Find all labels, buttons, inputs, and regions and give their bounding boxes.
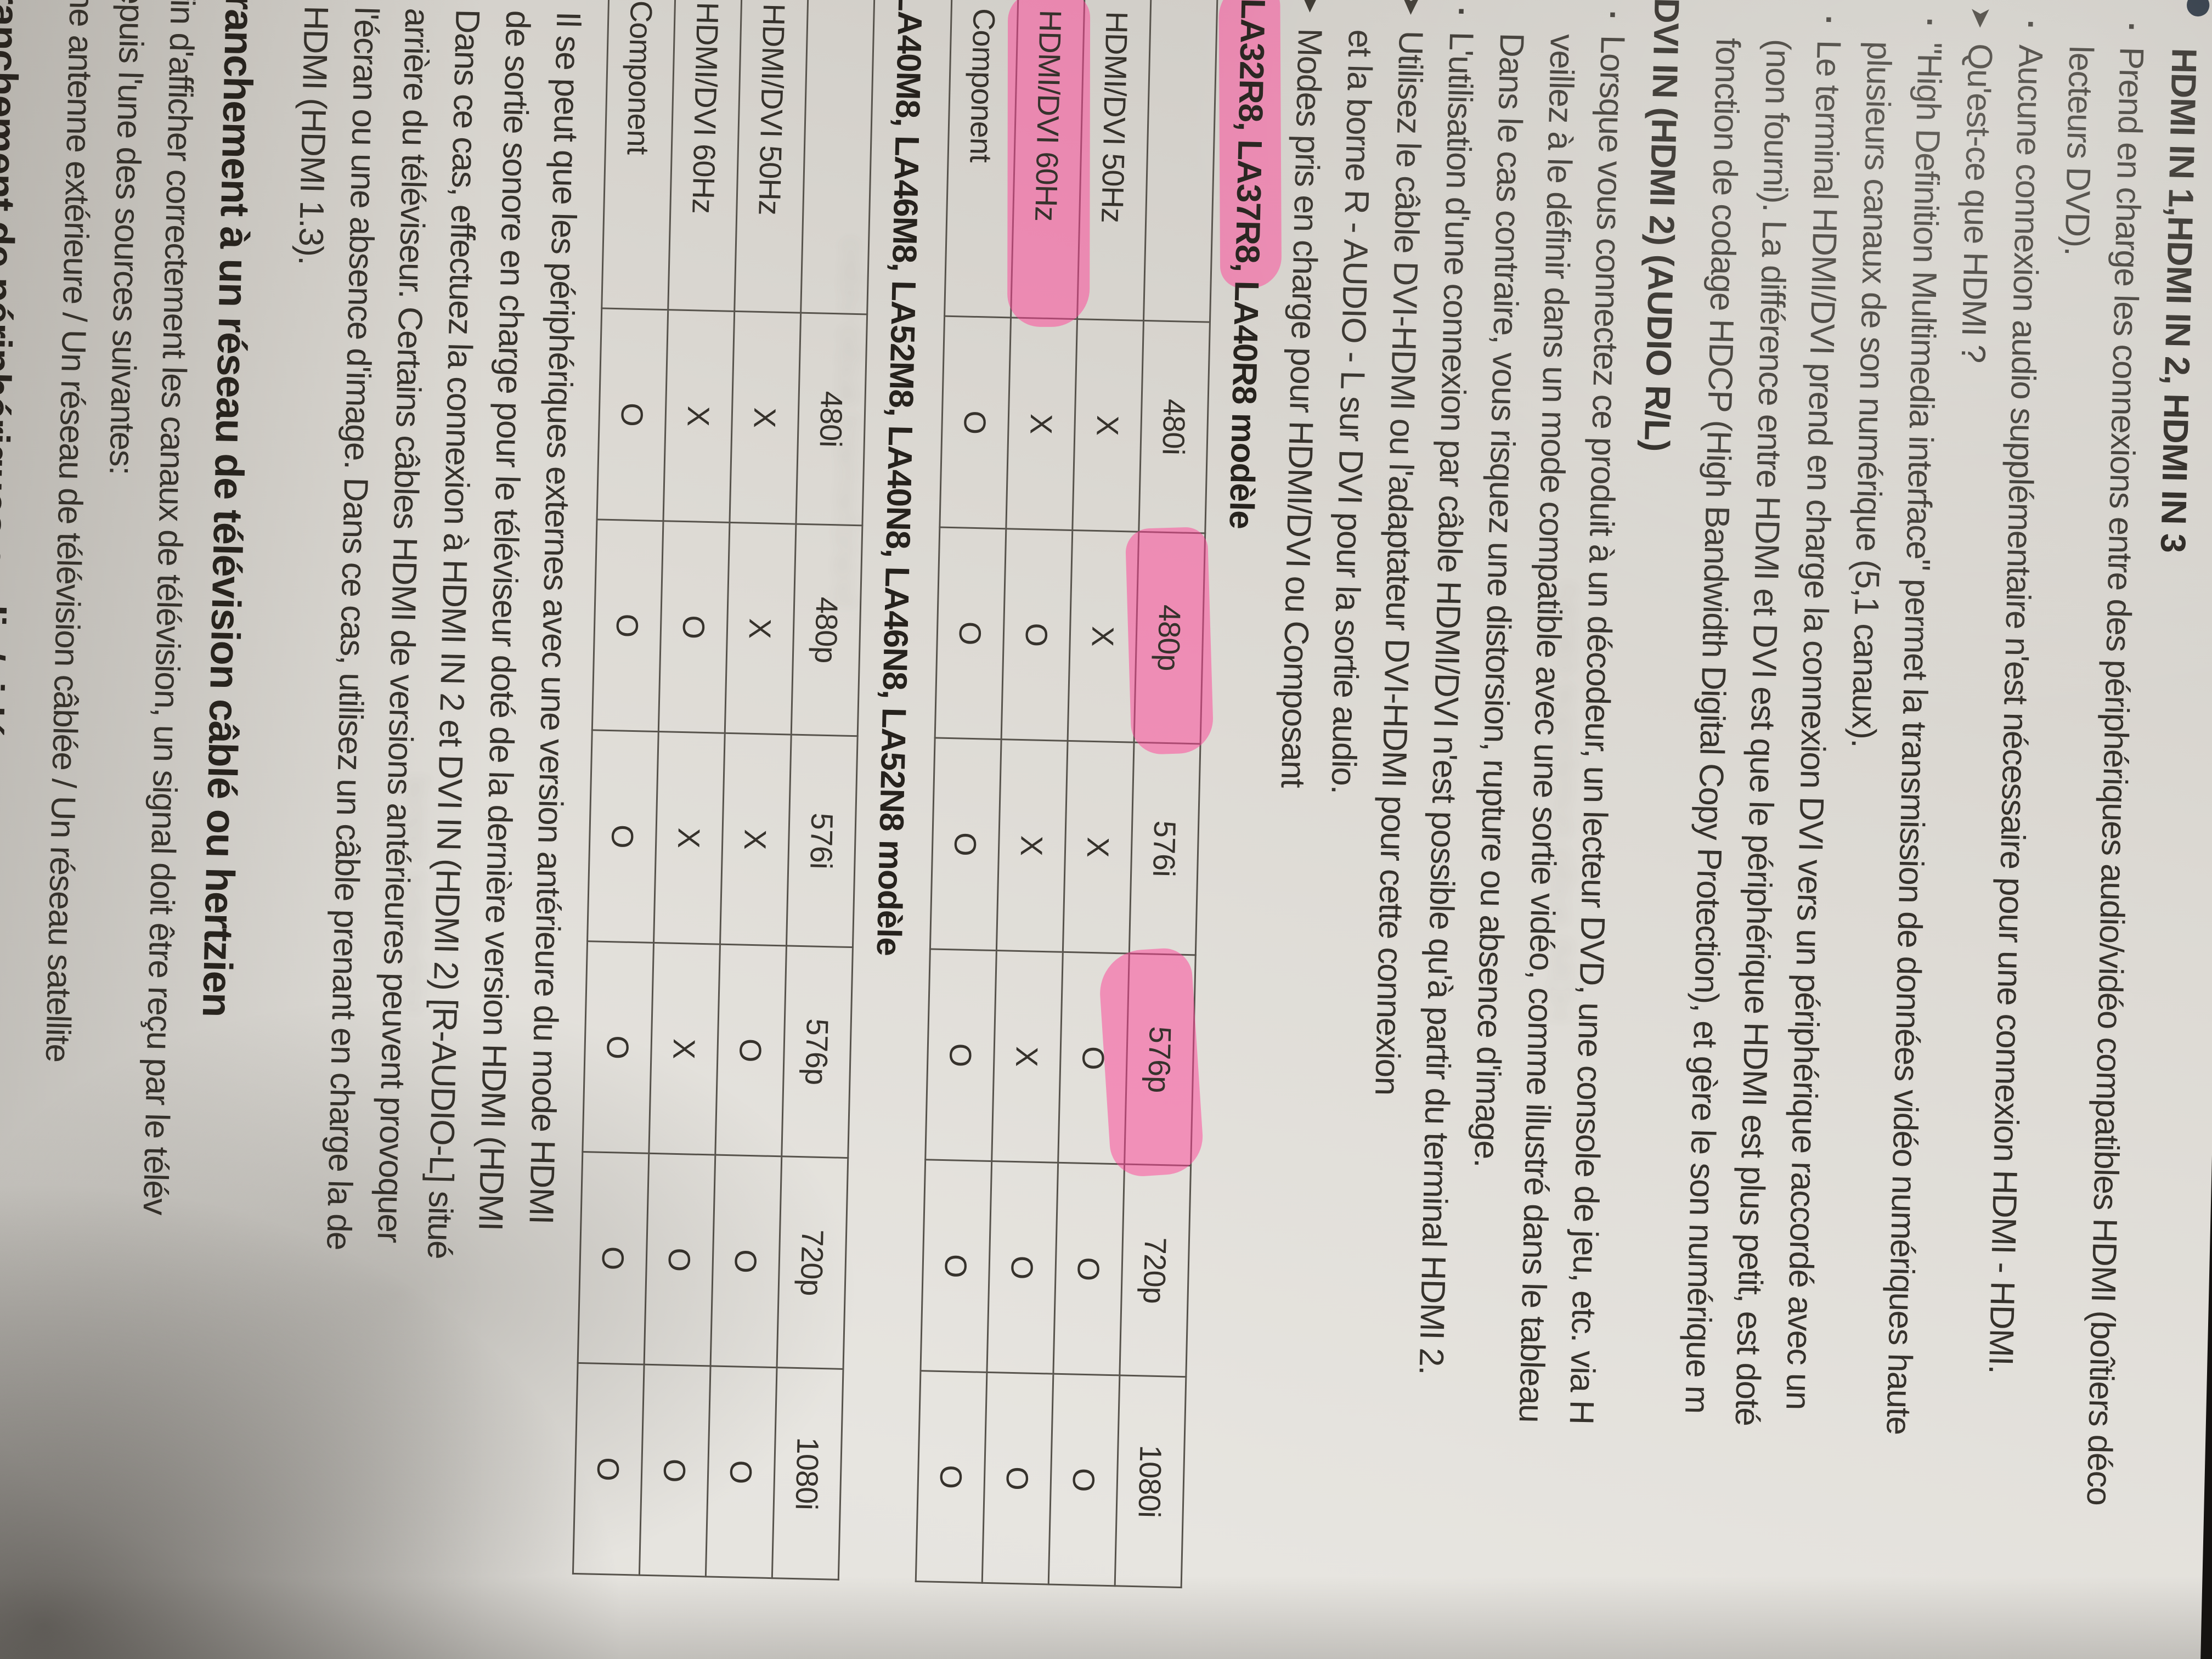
dvi-section-title: DVI IN (HDMI 2) (AUDIO R/L): [1637, 0, 1687, 452]
network-section: Branchement à un réseau de télévision câ…: [26, 0, 291, 1311]
table1-supported-modes: 480i 480p 576i 576p 720p 1080i HDMI/DVI …: [915, 0, 1218, 1588]
arrow-bullet-icon: ➤: [1965, 5, 1997, 29]
arrow-bullet-icon: ➤: [1295, 0, 1327, 14]
header-cell: 576p: [781, 945, 853, 1158]
square-bullet-icon: ▪: [2121, 22, 2142, 30]
external-section-heading: Branchement de périphériques audio/vidéo…: [0, 0, 29, 934]
square-bullet-icon: ▪: [1602, 11, 1624, 18]
table1-title-rest: LA37R8, LA40R8 modèle: [1222, 130, 1269, 529]
header-cell: 576i: [786, 735, 858, 947]
square-bullet-icon: ▪: [1451, 8, 1472, 14]
table2-supported-modes: 480i 480p 576i 576p 720p 1080i HDMI/DVI …: [572, 0, 876, 1581]
header-cell: 720p: [777, 1156, 848, 1369]
row-label: HDMI/DVI 60Hz: [668, 0, 742, 312]
note-paragraph: ➤ Il se peut que les périphériques exter…: [259, 0, 594, 1378]
line-text: Qu'est-ce que HDMI ?: [1954, 43, 1999, 363]
line-text: lecteurs DVD).: [2057, 45, 2100, 256]
header-cell: [1143, 0, 1217, 323]
showthrough-ghost: téléviseur signal: [394, 776, 437, 1013]
row-label: Component: [944, 0, 1018, 318]
header-cell: 576i: [1129, 742, 1201, 955]
row-label: HDMI/DVI 50Hz: [1077, 0, 1151, 321]
square-bullet-icon: ▪: [1919, 18, 1940, 25]
square-bullet-icon: ▪: [2020, 20, 2041, 27]
arrow-bullet-icon: ➤: [1396, 0, 1427, 16]
table1-title-highlighted: LA32R8,: [1231, 0, 1272, 132]
row-label: Component: [601, 0, 676, 310]
arrow-bullet-icon: ➤: [544, 0, 594, 1]
header-cell-576p: 576p: [1097, 946, 1205, 1178]
header-cell-480p: 480p: [1125, 526, 1214, 755]
header-cell: 480i: [1138, 320, 1210, 533]
header-cell: 1080i: [772, 1367, 844, 1580]
header-cell: 720p: [1119, 1164, 1191, 1377]
section-bullet-icon: ●: [2171, 0, 2212, 21]
row-label-60hz: HDMI/DVI 60Hz: [1007, 0, 1091, 328]
row-label: HDMI/DVI 50Hz: [734, 0, 809, 313]
square-bullet-icon: ▪: [1818, 16, 1839, 22]
header-cell: 1080i: [1115, 1375, 1186, 1588]
line-text: plusieurs canaux de son numérique (5,1 c…: [1844, 41, 1898, 748]
hdmi-section-title: HDMI IN 1,HDMI IN 2, HDMI IN 3: [2153, 47, 2204, 553]
